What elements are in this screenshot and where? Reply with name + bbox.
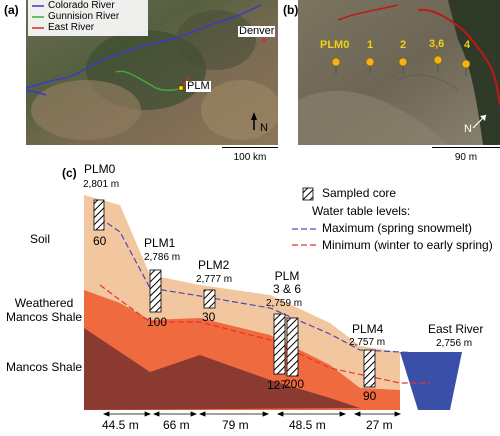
well-plm1-name: PLM1 — [144, 236, 176, 250]
layer-soil-label: Soil — [30, 232, 51, 246]
city-denver: Denver — [238, 25, 276, 37]
well-plm1-depth: 100 — [147, 315, 168, 329]
satellite-map-a — [26, 0, 278, 145]
well-plm3-6-elev: 2,759 m — [266, 298, 303, 309]
east-river-name: East River — [428, 322, 484, 336]
legend-min-text: Minimum (winter to early spring) — [322, 238, 493, 252]
site-4-b: 4 — [464, 39, 471, 51]
distance-1: 44.5 m — [102, 418, 139, 432]
scale-bar-b — [432, 147, 500, 148]
well-plm0-name: PLM0 — [84, 162, 116, 176]
north-a: N — [260, 122, 268, 134]
well-plm4-elev: 2,757 m — [349, 337, 386, 348]
legend-gunnision-river: Gunnision River — [48, 11, 120, 22]
well-plm2-name: PLM2 — [198, 258, 230, 272]
distance-4: 48.5 m — [289, 418, 326, 432]
core-plm2 — [203, 289, 216, 309]
min-water-table-line — [99, 284, 430, 384]
mancos-shale-layer — [84, 328, 360, 410]
well-plm3-depth: 127 — [267, 378, 288, 392]
scale-bar-a — [222, 147, 278, 148]
legend-colorado-river: Colorado River — [48, 0, 115, 11]
scale-text-b: 90 m — [454, 152, 478, 163]
distance-2: 66 m — [163, 418, 190, 432]
core-plm3 — [273, 313, 286, 375]
legend-heading: Water table levels: — [312, 204, 411, 218]
legend-core-text: Sampled core — [322, 186, 397, 200]
well-plm0-elev: 2,801 m — [83, 179, 120, 190]
well-plm0-depth: 60 — [93, 234, 107, 248]
aerial-image-b — [298, 0, 500, 145]
layer-weathered-label: Weathered Mancos Shale — [6, 296, 83, 324]
scale-text-a: 100 km — [233, 152, 267, 163]
well-plm4-name: PLM4 — [352, 322, 384, 336]
panel-a-label: (a) — [4, 3, 19, 17]
panel-c-label: (c) — [62, 166, 77, 180]
site-1-b: 1 — [367, 39, 374, 51]
core-plm6 — [286, 317, 299, 377]
panel-b-aerial: PLM0 1 2 3,6 4 N — [298, 0, 500, 145]
north-b: N — [464, 123, 472, 135]
max-water-table-line — [99, 217, 421, 354]
legend-core-swatch — [302, 187, 314, 201]
site-plm: PLM — [186, 80, 211, 92]
site-2-b: 2 — [400, 39, 407, 51]
legend-max-text: Maximum (spring snowmelt) — [322, 221, 473, 235]
east-river-water — [400, 352, 462, 410]
core-plm0 — [93, 199, 105, 231]
panel-a-map: (a) Colorado River Gunnision River East … — [26, 0, 278, 145]
site-3-6-b: 3,6 — [429, 38, 445, 50]
well-plm3-6-name: PLM 3 & 6 — [273, 269, 302, 296]
panel-b-label: (b) — [283, 3, 299, 17]
core-plm4 — [363, 349, 376, 388]
distance-3: 79 m — [222, 418, 249, 432]
layer-mancos-label: Mancos Shale — [6, 360, 83, 374]
legend-east-river: East River — [48, 22, 95, 33]
well-plm2-depth: 30 — [202, 310, 216, 324]
well-plm4-depth: 90 — [363, 389, 377, 403]
well-plm6-depth: 200 — [284, 377, 305, 391]
distance-arrows — [102, 411, 402, 417]
well-plm2-elev: 2,777 m — [196, 274, 233, 285]
well-plm1-elev: 2,786 m — [144, 252, 181, 263]
distance-5: 27 m — [366, 418, 393, 432]
east-river-elev: 2,756 m — [436, 338, 473, 349]
core-plm1 — [149, 269, 162, 313]
site-plm0-b: PLM0 — [320, 39, 350, 51]
